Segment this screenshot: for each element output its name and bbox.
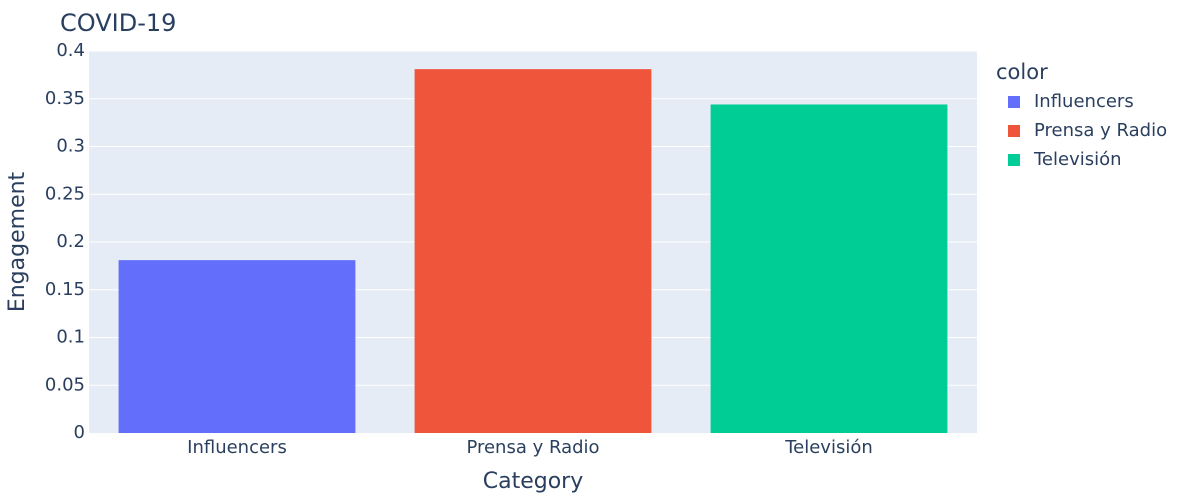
y-tick-labels: 0 0.05 0.1 0.15 0.2 0.25 0.3 0.35 0.4 xyxy=(45,40,85,443)
x-axis-title: Category xyxy=(483,469,584,494)
bars xyxy=(118,69,948,434)
y-tick-label: 0.05 xyxy=(45,374,85,395)
legend-swatch xyxy=(1008,125,1020,137)
legend: color Influencers Prensa y Radio Televisió… xyxy=(996,60,1167,170)
y-tick-label: 0.2 xyxy=(56,231,85,252)
legend-title: color xyxy=(996,60,1048,84)
x-tick-label: Influencers xyxy=(187,437,287,458)
bar[interactable] xyxy=(710,104,948,433)
legend-swatch xyxy=(1008,96,1020,108)
bar[interactable] xyxy=(118,260,356,433)
legend-label: Prensa y Radio xyxy=(1034,120,1167,141)
y-tick-label: 0.15 xyxy=(45,279,85,300)
legend-items: Influencers Prensa y Radio Televisión xyxy=(1008,91,1167,170)
legend-swatch xyxy=(1008,154,1020,166)
y-tick-label: 0 xyxy=(74,422,85,443)
y-tick-label: 0.25 xyxy=(45,183,85,204)
y-axis-title: Engagement xyxy=(5,171,30,312)
bar[interactable] xyxy=(414,69,652,434)
y-tick-label: 0.1 xyxy=(56,327,85,348)
y-tick-label: 0.3 xyxy=(56,136,85,157)
legend-label: Influencers xyxy=(1034,91,1134,112)
chart-title: COVID-19 xyxy=(60,9,176,37)
x-tick-labels: Influencers Prensa y Radio Televisión xyxy=(187,437,873,458)
x-tick-label: Televisión xyxy=(784,437,873,458)
x-tick-label: Prensa y Radio xyxy=(466,437,599,458)
legend-label: Televisión xyxy=(1033,149,1122,170)
y-tick-label: 0.35 xyxy=(45,88,85,109)
y-tick-label: 0.4 xyxy=(56,40,85,61)
